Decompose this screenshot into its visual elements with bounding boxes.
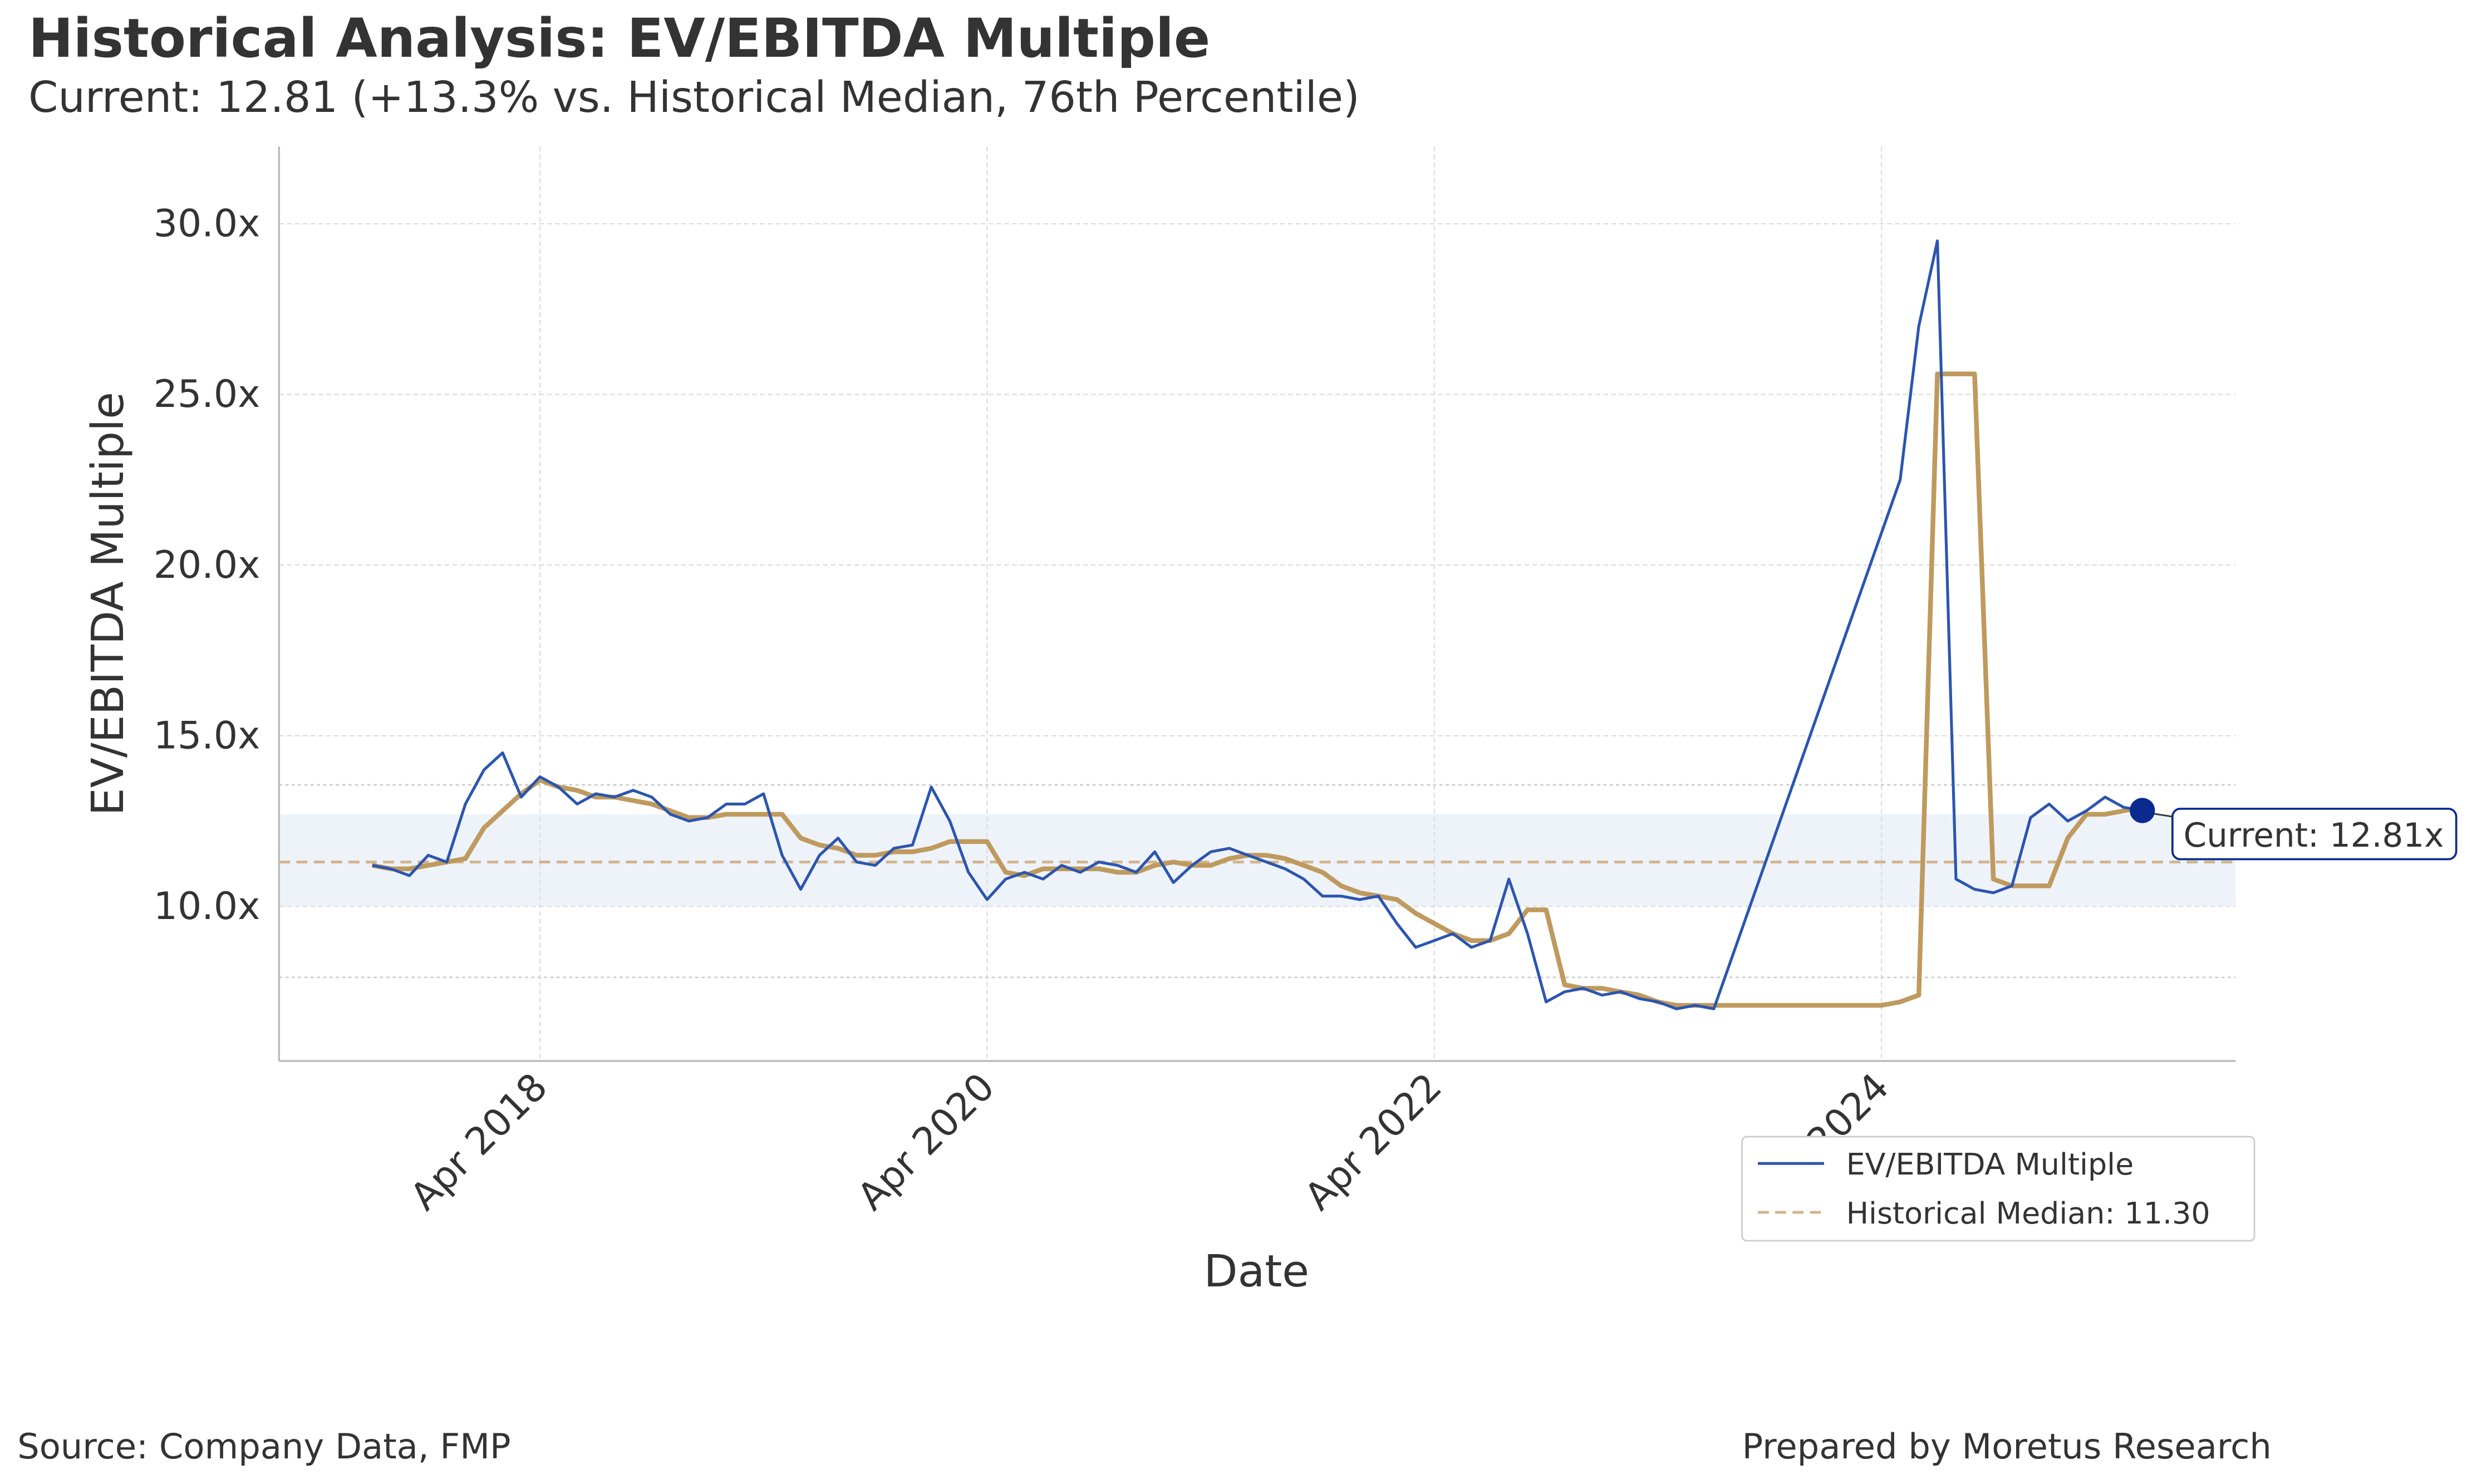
y-tick-label: 20.0x <box>154 543 261 587</box>
chart-title: Historical Analysis: EV/EBITDA Multiple <box>28 7 1210 70</box>
legend-label: EV/EBITDA Multiple <box>1846 1147 2134 1182</box>
x-tick-label: Apr 2020 <box>849 1065 1004 1219</box>
x-tick-label: Apr 2018 <box>402 1065 556 1219</box>
y-tick-label: 25.0x <box>154 372 261 416</box>
annotation-box <box>2171 808 2458 861</box>
credit-note: Prepared by Moretus Research <box>1742 1426 2272 1467</box>
legend: EV/EBITDA Multiple Historical Median: 11.… <box>1741 1136 2255 1242</box>
source-note: Source: Company Data, FMP <box>17 1426 510 1467</box>
x-tick-label: Apr 2022 <box>1296 1065 1451 1219</box>
annotation-arrow <box>2153 813 2173 818</box>
y-axis-label: EV/EBITDA Multiple <box>82 392 134 816</box>
chart-subtitle: Current: 12.81 (+13.3% vs. Historical Me… <box>28 73 1360 122</box>
current-point <box>2130 798 2155 823</box>
legend-label: Historical Median: 11.30 <box>1846 1196 2210 1231</box>
annotation-text: Current: 12.81x <box>2184 817 2444 855</box>
y-tick-label: 30.0x <box>154 202 261 246</box>
legend-frame <box>1741 1136 2255 1242</box>
percentile-band <box>279 814 2236 907</box>
multiple-line <box>372 239 2143 1010</box>
x-axis-label: Date <box>1204 1245 1310 1297</box>
rolling-median-line <box>371 371 2143 1008</box>
y-tick-label: 15.0x <box>154 714 261 758</box>
y-tick-label: 10.0x <box>154 884 261 928</box>
